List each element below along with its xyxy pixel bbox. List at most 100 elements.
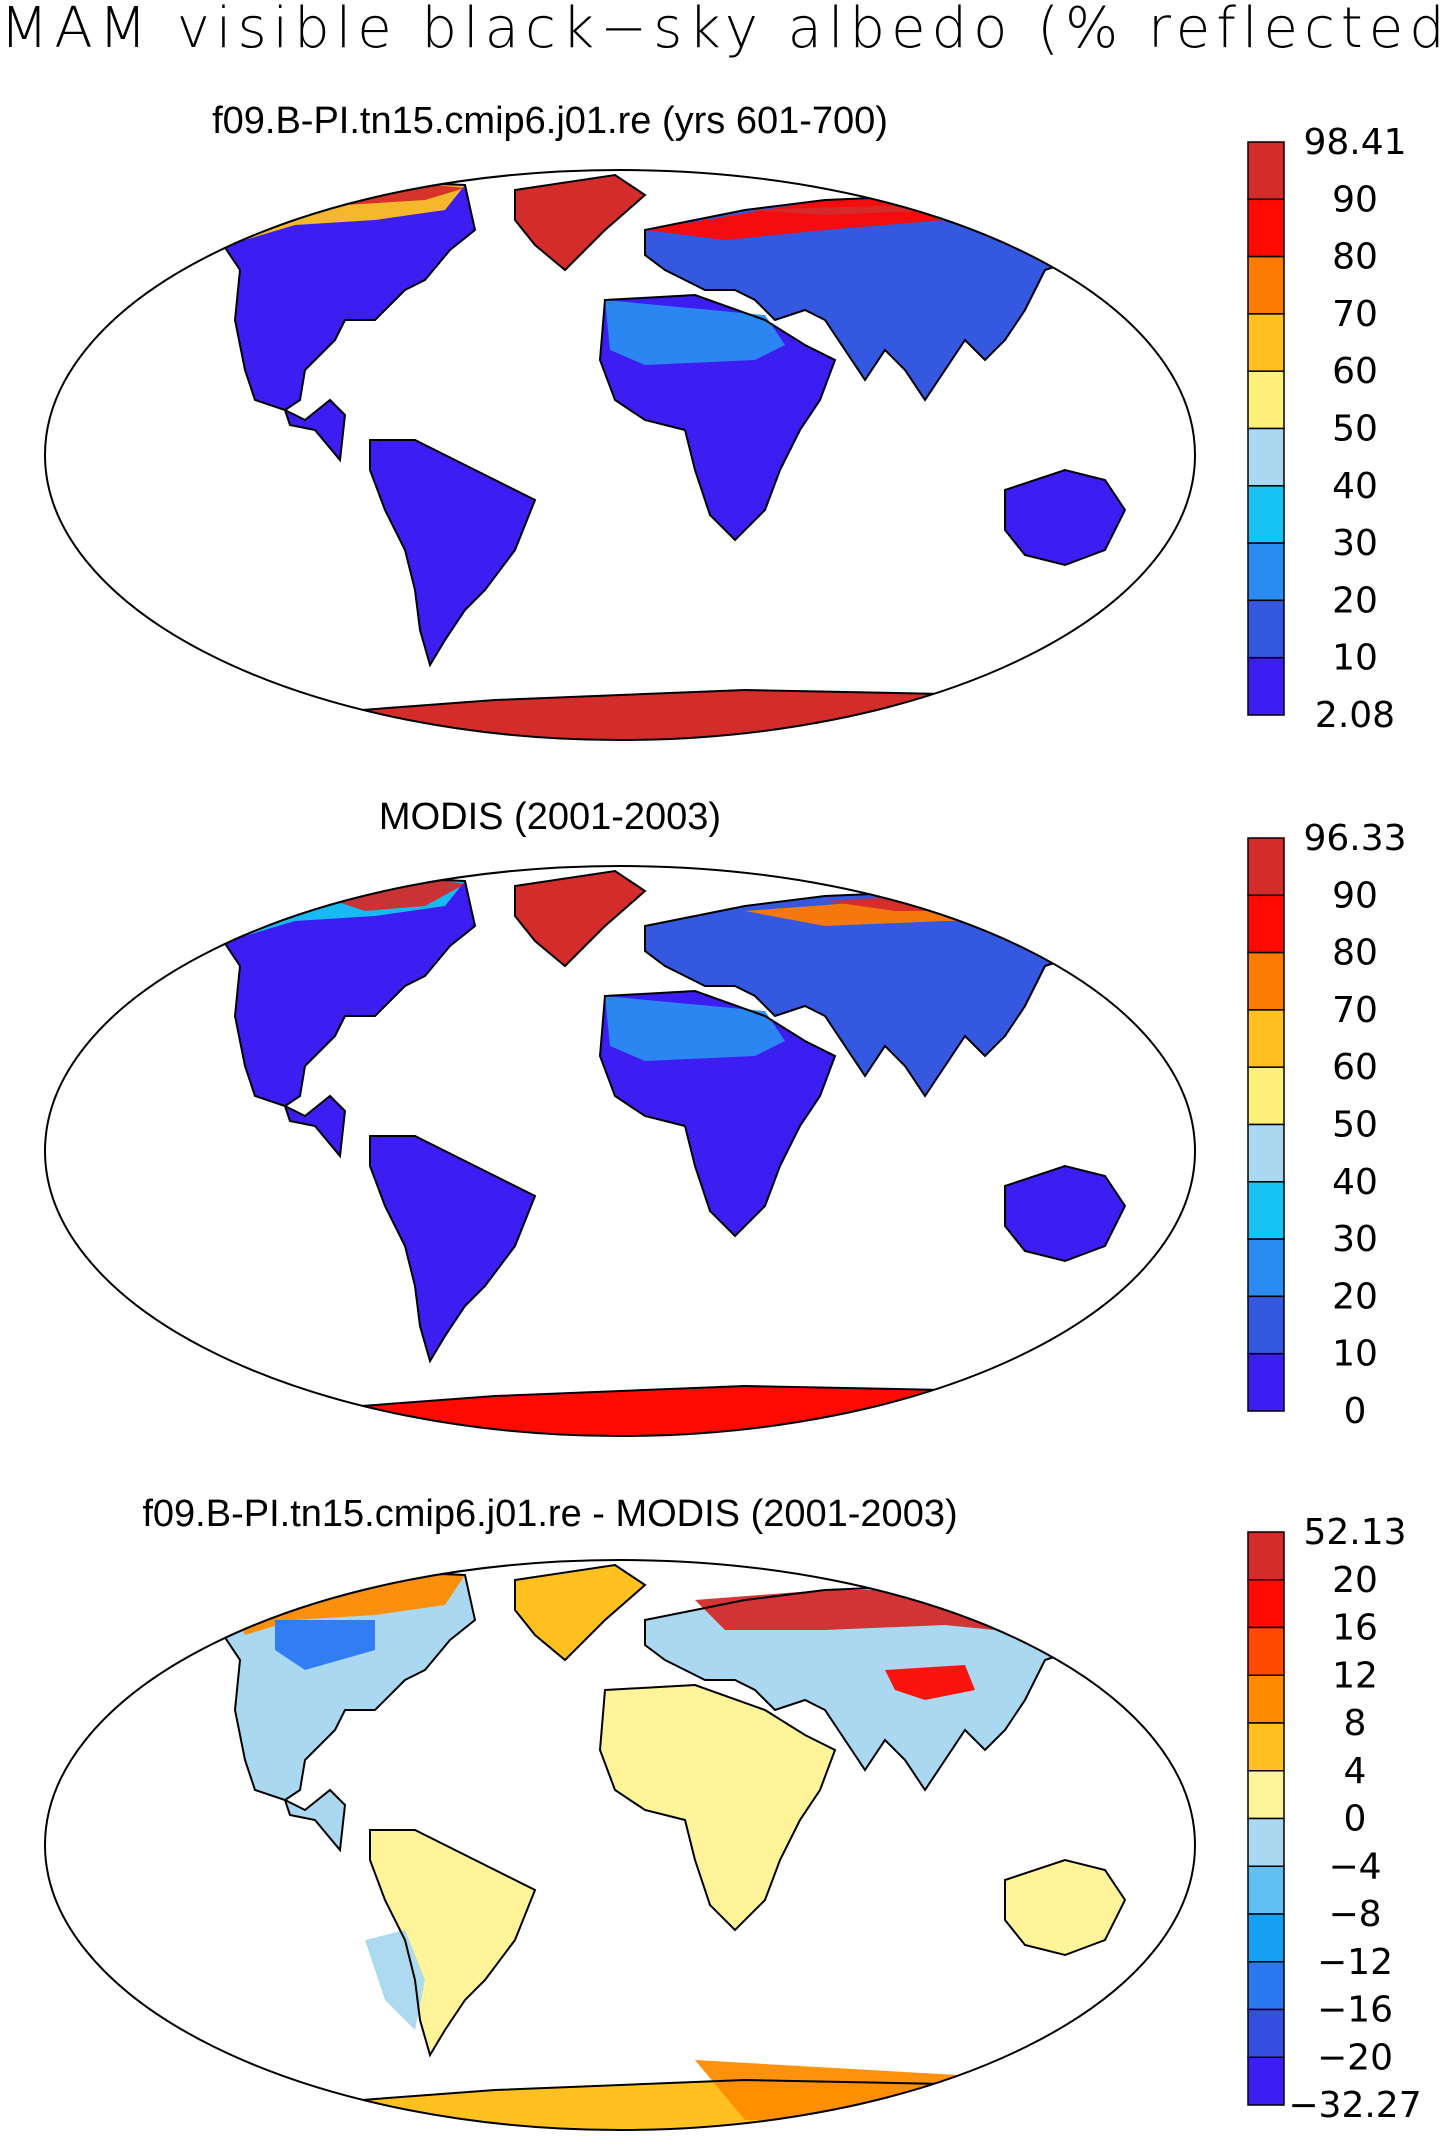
colorbar-label: −20 [1317, 2037, 1393, 2078]
colorbar-swatch [1247, 656, 1285, 716]
map-svg: 98.41 90 80 70 60 50 40 30 20 10 2.08 [44, 122, 1407, 741]
colorbar-label: 98.41 [1303, 122, 1406, 163]
colorbar-swatch [1247, 1770, 1285, 1820]
colorbar-swatch [1247, 542, 1285, 602]
colorbar-swatch [1247, 599, 1285, 659]
field-patch [605, 996, 785, 1061]
colorbar-label: 8 [1344, 1703, 1367, 1744]
panel-title: f09.B-PI.tn15.cmip6.j01.re (yrs 601-700) [212, 100, 888, 142]
panel-title: f09.B-PI.tn15.cmip6.j01.re - MODIS (2001… [142, 1493, 958, 1535]
coastline-greenland [514, 1563, 647, 1662]
colorbar-label: 10 [1332, 1334, 1378, 1375]
map-border [44, 169, 1196, 741]
colorbar-label: 2.08 [1315, 695, 1395, 736]
colorbar-label: 40 [1332, 466, 1378, 507]
land-australia [1005, 1860, 1125, 1955]
colorbar-label: 10 [1332, 638, 1378, 679]
colorbar-label: 30 [1332, 523, 1378, 564]
colorbar-label: 50 [1332, 409, 1378, 450]
colorbar-swatch [1247, 1626, 1285, 1676]
colorbar-swatch [1247, 1722, 1285, 1772]
colorbar-swatch [1247, 1865, 1285, 1915]
colorbar-label: 12 [1332, 1655, 1378, 1696]
coastline-northAmerica [218, 1568, 477, 1853]
coastline-africa [598, 1683, 837, 1932]
colorbar-label: −16 [1317, 1990, 1393, 2031]
colorbar-swatch [1247, 1817, 1285, 1867]
coastline-southAmerica [369, 1135, 537, 1364]
colorbar-label: 0 [1344, 1391, 1367, 1432]
colorbar-swatch [1247, 427, 1285, 487]
colorbar-label: −4 [1328, 1846, 1381, 1887]
field-patch [365, 1930, 425, 2030]
colorbar-label: 60 [1332, 1047, 1378, 1088]
colorbar-label: 30 [1332, 1219, 1378, 1260]
panel-model: f09.B-PI.tn15.cmip6.j01.re (yrs 601-700)… [0, 0, 1442, 760]
colorbar-label: 70 [1332, 294, 1378, 335]
colorbar-label: 80 [1332, 237, 1378, 278]
colorbar-swatch [1247, 1579, 1285, 1629]
coastline-northAmerica [218, 178, 477, 463]
figure-title: MAM visible black−sky albedo (% reflecte… [0, 0, 1442, 61]
colorbar-label: 16 [1332, 1608, 1378, 1649]
field-patch [605, 300, 785, 365]
coastline-southAmerica [369, 439, 537, 668]
colorbar-swatch [1247, 198, 1285, 258]
colorbar-label: 96.33 [1303, 818, 1406, 859]
colorbar-label: 90 [1332, 875, 1378, 916]
colorbar-swatch [1247, 370, 1285, 430]
colorbar-label: 20 [1332, 580, 1378, 621]
colorbar-swatch [1247, 1352, 1285, 1412]
land-greenland [515, 871, 645, 966]
colorbar-label: 4 [1344, 1751, 1367, 1792]
land-australia [1005, 1166, 1125, 1261]
colorbar-swatch [1247, 1295, 1285, 1355]
coastline-northAmerica [218, 874, 477, 1159]
land-eurasia [645, 891, 1105, 1096]
land-greenland [515, 175, 645, 270]
field-patch [275, 1620, 375, 1670]
colorbar-label: 40 [1332, 1162, 1378, 1203]
field-patch [305, 878, 465, 911]
colorbar-label: 80 [1332, 933, 1378, 974]
coastline-greenland [514, 869, 647, 968]
coastline-southAmerica [369, 1829, 537, 2058]
colorbar-swatch [1247, 1913, 1285, 1963]
colorbar-swatch [1247, 1123, 1285, 1183]
coastline-australia [1004, 468, 1127, 567]
land-eurasia [645, 1585, 1105, 1790]
colorbar-swatch [1247, 837, 1285, 897]
colorbar-label: 20 [1332, 1560, 1378, 1601]
map-border [44, 1559, 1196, 2131]
colorbar-label: −8 [1328, 1894, 1381, 1935]
land-southAmerica [370, 1136, 535, 1361]
panel-title: MODIS (2001-2003) [378, 796, 722, 838]
colorbar-label: 60 [1332, 351, 1378, 392]
map-group [45, 866, 1195, 1436]
colorbar-swatch [1247, 141, 1285, 201]
field-patch [885, 1665, 975, 1700]
colorbar-swatch [1247, 2056, 1285, 2106]
map-group [45, 1560, 1195, 2130]
colorbar-label: 50 [1332, 1105, 1378, 1146]
colorbar-label: 0 [1344, 1799, 1367, 1840]
map-svg: 96.33 90 80 70 60 50 40 30 20 10 0 [44, 818, 1407, 1437]
coastline-greenland [514, 173, 647, 272]
colorbar-label: 20 [1332, 1276, 1378, 1317]
map-border [44, 865, 1196, 1437]
land-southAmerica [370, 1830, 535, 2055]
colorbar-swatch [1247, 1531, 1285, 1581]
land-greenland [515, 1565, 645, 1660]
colorbar-label: 70 [1332, 990, 1378, 1031]
colorbar-label: 52.13 [1303, 1512, 1406, 1553]
land-eurasia [645, 195, 1105, 400]
colorbar-swatch [1247, 951, 1285, 1011]
coastline-australia [1004, 1858, 1127, 1957]
colorbar-swatch [1247, 1238, 1285, 1298]
coastline-africa [598, 989, 837, 1238]
colorbar-label: 90 [1332, 179, 1378, 220]
colorbar-swatch [1247, 1674, 1285, 1724]
